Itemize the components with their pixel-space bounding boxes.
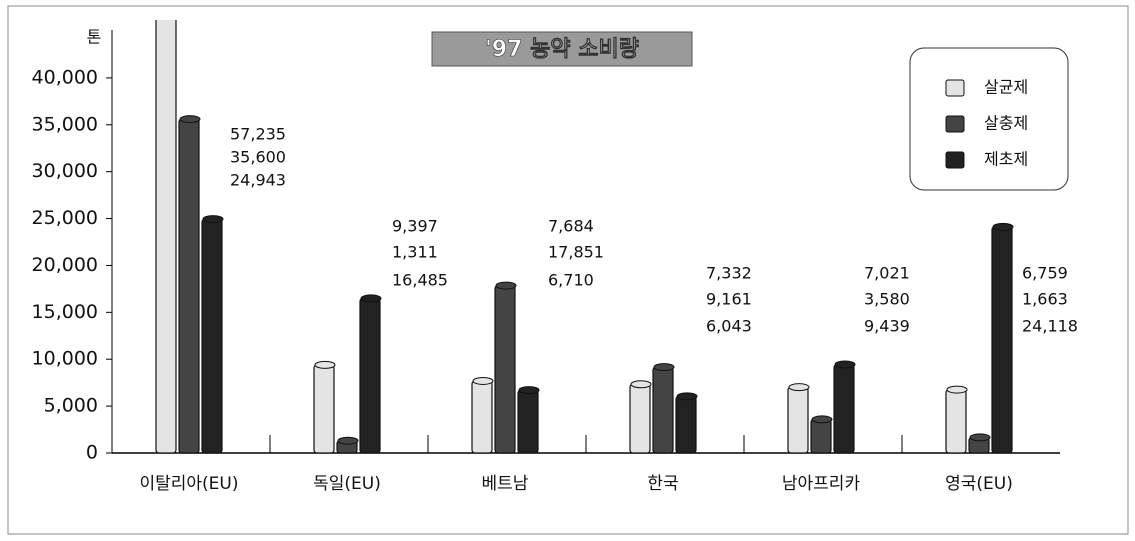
y-axis-unit: 톤 — [87, 28, 102, 47]
title-box — [431, 31, 693, 67]
chart-frame — [7, 5, 1129, 535]
data-label: 9,161 — [706, 290, 752, 309]
bar-cap — [992, 222, 1014, 231]
data-label: 7,684 — [548, 217, 594, 236]
bar — [787, 386, 809, 454]
data-label: 7,332 — [706, 264, 752, 283]
bar-cap — [202, 215, 224, 224]
y-tick-label: 30,000 — [32, 160, 98, 182]
data-label: 16,485 — [392, 271, 448, 290]
legend-swatch — [945, 79, 965, 97]
x-tick-label: 영국(EU) — [945, 474, 1013, 494]
data-label: 9,397 — [392, 217, 438, 236]
bars — [155, 20, 1014, 454]
x-tick-label: 남아프리카 — [782, 474, 861, 494]
bar — [991, 226, 1013, 454]
bar-cap — [788, 383, 810, 392]
data-label: 1,663 — [1022, 290, 1068, 309]
legend-swatch — [945, 115, 965, 133]
bar — [201, 218, 223, 454]
data-label: 57,235 — [230, 125, 286, 144]
bar-cap — [630, 380, 652, 389]
bar — [652, 366, 674, 454]
bar — [833, 363, 855, 454]
bar-cap — [314, 360, 336, 369]
x-tick-label: 베트남 — [482, 474, 529, 494]
y-tick-label: 40,000 — [32, 66, 98, 88]
data-label: 35,600 — [230, 148, 286, 167]
bar — [359, 297, 381, 454]
y-tick-label: 10,000 — [32, 348, 98, 370]
y-tick-label: 0 — [86, 442, 98, 464]
data-label: 3,580 — [864, 290, 910, 309]
data-label: 17,851 — [548, 243, 604, 262]
bar — [945, 389, 967, 454]
bar-cap — [676, 392, 698, 401]
y-tick-label: 15,000 — [32, 301, 98, 323]
data-label: 24,118 — [1022, 317, 1078, 336]
x-tick-label: 이탈리아(EU) — [139, 474, 238, 494]
legend-swatch — [945, 151, 965, 169]
x-tick-label: 독일(EU) — [313, 474, 381, 494]
chart-title: '97 농약 소비량 — [485, 37, 639, 62]
bar — [471, 380, 493, 454]
legend-label: 살균제 — [984, 78, 1028, 97]
bar-cap — [472, 376, 494, 385]
bar — [494, 284, 516, 454]
bar-cap — [653, 363, 675, 372]
data-label: 9,439 — [864, 317, 910, 336]
bar — [313, 364, 335, 454]
data-label: 6,710 — [548, 271, 594, 290]
bar — [178, 118, 200, 454]
bar-cap — [360, 294, 382, 303]
y-tick-label: 5,000 — [44, 395, 98, 417]
bar — [517, 389, 539, 454]
bar-cap — [495, 281, 517, 290]
bar — [629, 383, 651, 454]
data-label: 7,021 — [864, 264, 910, 283]
bar-cap — [179, 115, 201, 124]
y-tick-label: 35,000 — [32, 113, 98, 135]
bar — [675, 395, 697, 454]
bar — [155, 20, 177, 454]
bar-cap — [946, 385, 968, 394]
bar — [810, 418, 832, 454]
bar-cap — [834, 360, 856, 369]
data-label: 24,943 — [230, 171, 286, 190]
data-label: 6,759 — [1022, 264, 1068, 283]
data-label: 1,311 — [392, 243, 438, 262]
y-tick-label: 25,000 — [32, 207, 98, 229]
bar-cap — [518, 386, 540, 395]
x-tick-label: 한국 — [647, 474, 678, 494]
bar-cap — [811, 415, 833, 424]
data-label: 6,043 — [706, 317, 752, 336]
bar-cap — [969, 433, 991, 442]
bar-cap — [337, 436, 359, 445]
legend-label: 제초제 — [984, 150, 1028, 169]
legend-label: 살충제 — [984, 114, 1028, 133]
y-tick-label: 20,000 — [32, 254, 98, 276]
